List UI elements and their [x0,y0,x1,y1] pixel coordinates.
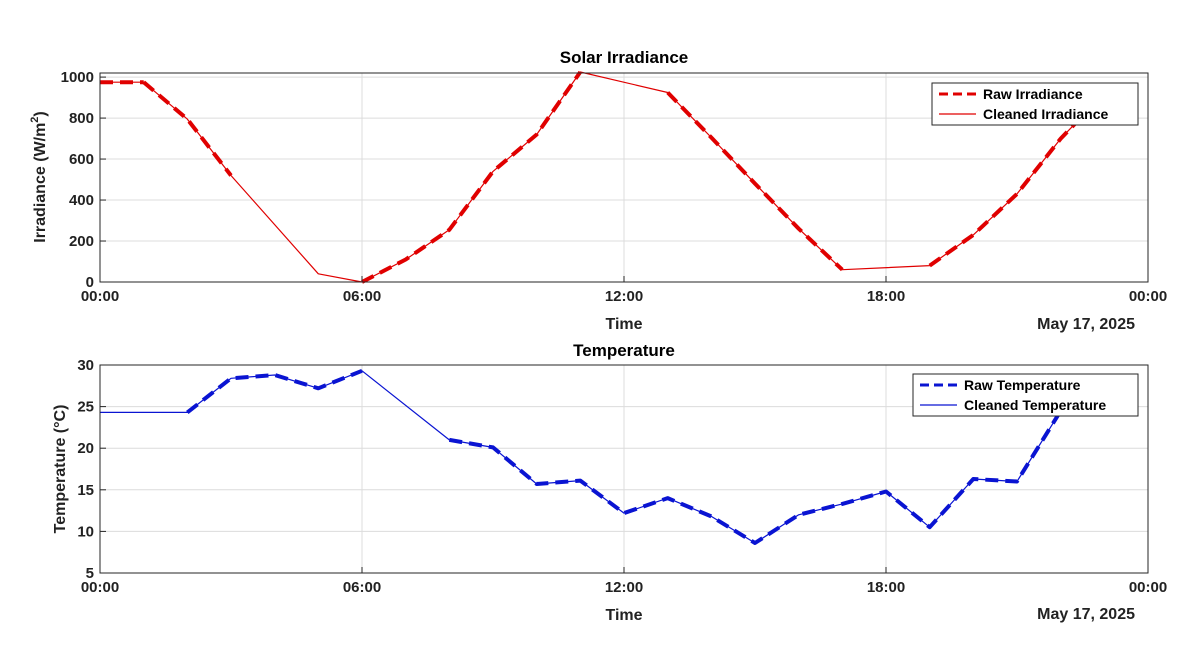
y-tick-label: 200 [69,233,94,250]
irradiance-y-label-main: Irradiance (W/m [32,123,49,243]
y-tick-label: 15 [77,482,94,499]
x-tick-label: 00:00 [81,579,119,596]
cleaned-series-line [100,71,1083,283]
x-tick-label: 00:00 [1129,288,1167,305]
temperature-legend-box [912,373,1139,417]
irradiance-y-ticks: 0 200 400 600 800 1000 [61,69,106,291]
irradiance-y-label-tail: ) [32,111,49,116]
y-tick-label: 30 [77,357,94,374]
temperature-date-label: May 17, 2025 [1037,606,1135,623]
irradiance-legend: Raw Irradiance Cleaned Irradiance [931,82,1139,126]
irradiance-title: Solar Irradiance [560,48,689,67]
temperature-y-label: Temperature (°C) [52,405,69,534]
temperature-lines [100,368,1063,545]
y-tick-label: 800 [69,110,94,127]
y-tick-label: 10 [77,523,94,540]
y-tick-label: 400 [69,192,94,209]
cleaned-series-line [100,370,1062,544]
x-tick-label: 00:00 [1129,579,1167,596]
x-tick-label: 06:00 [343,288,381,305]
irradiance-legend-box [931,82,1139,126]
irradiance-panel: Solar Irradiance 0 200 400 600 800 1000 00:00… [29,48,1167,333]
x-tick-label: 12:00 [605,288,643,305]
x-tick-label: 00:00 [81,288,119,305]
x-tick-label: 06:00 [343,579,381,596]
x-tick-label: 18:00 [867,579,905,596]
irradiance-y-label-sup: 2 [29,117,41,123]
temperature-x-ticks: 00:00 06:00 12:00 18:00 00:00 [81,567,1167,596]
temperature-legend-clean-label: Cleaned Temperature [964,397,1106,413]
irradiance-legend-clean-label: Cleaned Irradiance [983,106,1108,122]
y-tick-label: 1000 [61,69,94,86]
temperature-x-label: Time [605,607,642,624]
temperature-legend-raw-label: Raw Temperature [964,377,1081,393]
y-tick-label: 20 [77,440,94,457]
y-tick-label: 0 [86,274,94,291]
temperature-title: Temperature [573,341,675,360]
irradiance-grid [100,73,1148,282]
y-tick-label: 600 [69,151,94,168]
irradiance-date-label: May 17, 2025 [1037,316,1135,333]
irradiance-legend-raw-label: Raw Irradiance [983,86,1083,102]
irradiance-y-label: Irradiance (W/m2) [29,111,49,242]
temperature-legend: Raw Temperature Cleaned Temperature [912,373,1139,417]
temperature-y-ticks: 5 10 15 20 25 30 [77,357,106,582]
x-tick-label: 18:00 [867,288,905,305]
y-tick-label: 25 [77,399,94,416]
temperature-panel: Temperature 5 10 15 20 25 30 00:00 06:00 12:00 1… [52,341,1167,624]
y-tick-label: 5 [86,565,94,582]
x-tick-label: 12:00 [605,579,643,596]
irradiance-x-ticks: 00:00 06:00 12:00 18:00 00:00 [81,276,1167,305]
irradiance-x-label: Time [605,316,642,333]
irradiance-lines [100,70,1084,284]
